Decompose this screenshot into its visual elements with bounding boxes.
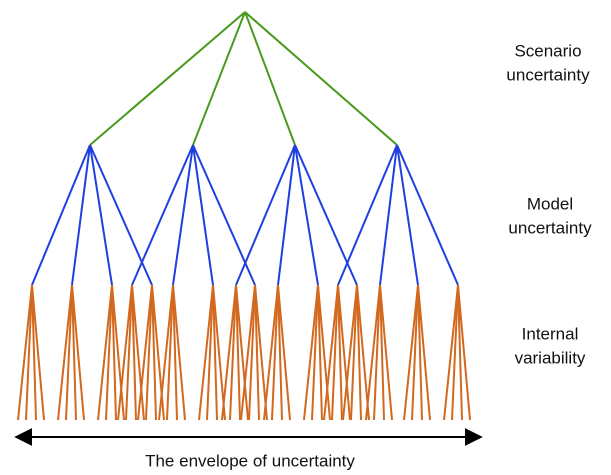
member-branch bbox=[254, 284, 260, 421]
member-branch bbox=[71, 284, 85, 421]
member-branch bbox=[277, 284, 283, 421]
member-branch bbox=[131, 284, 145, 421]
member-branch bbox=[311, 284, 319, 421]
scenario-branch bbox=[192, 11, 246, 146]
model-branch bbox=[379, 144, 398, 286]
member-branch bbox=[331, 284, 339, 421]
member-branch bbox=[277, 284, 291, 421]
member-branch bbox=[212, 284, 226, 421]
member-branch bbox=[151, 284, 157, 421]
level-label: variability bbox=[515, 348, 586, 367]
member-branch bbox=[221, 284, 237, 421]
member-branch bbox=[137, 284, 153, 421]
level-label: Internal bbox=[522, 324, 579, 343]
model-branch bbox=[31, 144, 91, 286]
model-branch bbox=[89, 144, 113, 286]
member-branch bbox=[172, 284, 186, 421]
member-branch bbox=[117, 284, 133, 421]
member-branch bbox=[365, 284, 381, 421]
level-label: uncertainty bbox=[506, 65, 590, 84]
model-branch bbox=[396, 144, 419, 286]
member-branch bbox=[172, 284, 178, 421]
member-branch bbox=[457, 284, 471, 421]
member-branch bbox=[337, 284, 343, 421]
scenario-branch bbox=[244, 11, 296, 146]
member-branch bbox=[97, 284, 113, 421]
member-branch bbox=[111, 284, 117, 421]
member-branch bbox=[248, 284, 256, 421]
model-branch bbox=[235, 144, 296, 286]
scenario-branch bbox=[89, 11, 246, 146]
scenario-branch bbox=[244, 11, 398, 146]
member-branch bbox=[373, 284, 381, 421]
member-branch bbox=[31, 284, 45, 421]
member-branch bbox=[105, 284, 113, 421]
level-label: uncertainty bbox=[508, 218, 592, 237]
member-branch bbox=[145, 284, 153, 421]
model-branch bbox=[89, 144, 153, 286]
member-branch bbox=[71, 284, 77, 421]
member-branch bbox=[229, 284, 237, 421]
member-branch bbox=[379, 284, 385, 421]
member-branch bbox=[131, 284, 137, 421]
member-branch bbox=[417, 284, 423, 421]
member-branch bbox=[254, 284, 268, 421]
member-branch bbox=[212, 284, 218, 421]
member-branch bbox=[303, 284, 319, 421]
member-branch bbox=[57, 284, 73, 421]
member-branch bbox=[271, 284, 279, 421]
member-branch bbox=[350, 284, 358, 421]
member-branch bbox=[337, 284, 351, 421]
model-branch bbox=[337, 144, 398, 286]
envelope-label: The envelope of uncertainty bbox=[145, 451, 355, 470]
member-branch bbox=[342, 284, 358, 421]
member-branch bbox=[206, 284, 214, 421]
member-branch bbox=[17, 284, 33, 421]
member-branch bbox=[356, 284, 362, 421]
model-branch bbox=[192, 144, 256, 286]
level-label: Model bbox=[527, 194, 573, 213]
model-branch bbox=[294, 144, 358, 286]
member-branch bbox=[235, 284, 241, 421]
model-branch bbox=[294, 144, 319, 286]
model-branch bbox=[192, 144, 214, 286]
member-branch bbox=[31, 284, 37, 421]
member-branch bbox=[443, 284, 459, 421]
member-branch bbox=[317, 284, 323, 421]
member-branch bbox=[457, 284, 463, 421]
member-branch bbox=[263, 284, 279, 421]
model-branch bbox=[172, 144, 194, 286]
member-branch bbox=[240, 284, 256, 421]
model-branch bbox=[71, 144, 91, 286]
model-branch bbox=[277, 144, 296, 286]
member-branch bbox=[198, 284, 214, 421]
model-branch bbox=[131, 144, 194, 286]
member-branch bbox=[403, 284, 419, 421]
member-branch bbox=[65, 284, 73, 421]
member-branch bbox=[451, 284, 459, 421]
member-branch bbox=[411, 284, 419, 421]
member-branch bbox=[158, 284, 174, 421]
member-branch bbox=[235, 284, 249, 421]
member-branch bbox=[25, 284, 33, 421]
member-branch bbox=[125, 284, 133, 421]
member-branch bbox=[417, 284, 431, 421]
tree bbox=[17, 11, 471, 421]
model-branch bbox=[396, 144, 459, 286]
member-branch bbox=[379, 284, 393, 421]
member-branch bbox=[111, 284, 125, 421]
member-branch bbox=[323, 284, 339, 421]
member-branch bbox=[317, 284, 331, 421]
member-branch bbox=[356, 284, 370, 421]
level-label: Scenario bbox=[514, 41, 581, 60]
member-branch bbox=[166, 284, 174, 421]
